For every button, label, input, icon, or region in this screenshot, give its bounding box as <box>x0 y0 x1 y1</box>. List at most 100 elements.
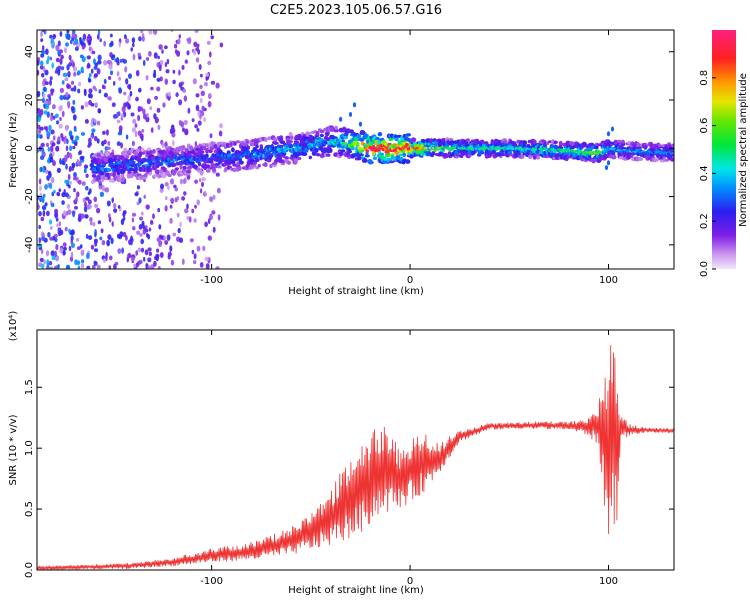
noise-cell <box>159 76 163 82</box>
noise-cell <box>61 80 65 85</box>
noise-cell <box>158 44 163 50</box>
noise-cell <box>204 256 209 262</box>
noise-cell <box>162 102 166 108</box>
noise-cell <box>71 139 75 144</box>
ridge-cell <box>251 164 257 168</box>
noise-cell <box>199 73 203 78</box>
ridge-cell <box>210 141 215 146</box>
noise-cell <box>91 264 96 269</box>
noise-cell <box>84 119 89 124</box>
noise-cell <box>45 103 50 110</box>
colorbar: 0.0 0.2 0.4 0.6 0.8 Normalized spectral ampl… <box>699 30 749 277</box>
noise-cell <box>215 172 220 177</box>
noise-cell <box>142 228 147 235</box>
noise-cell <box>148 251 152 256</box>
noise-cell <box>114 58 119 63</box>
noise-cell <box>86 265 91 269</box>
spectrogram-y-label: Frequency (Hz) <box>8 112 19 188</box>
noise-cell <box>135 96 139 102</box>
noise-cell <box>195 57 200 63</box>
ridge-cell <box>190 161 195 165</box>
noise-cell <box>37 69 40 76</box>
noise-cell <box>84 101 89 108</box>
noise-cell <box>120 142 123 149</box>
noise-cell <box>165 196 168 201</box>
noise-cell <box>77 216 82 222</box>
ridge-cell <box>356 134 362 139</box>
noise-cell <box>124 66 128 73</box>
spike-cell <box>606 131 611 137</box>
noise-cell <box>149 106 153 111</box>
noise-cell <box>141 129 145 133</box>
noise-cell <box>46 99 52 106</box>
noise-cell <box>164 240 169 245</box>
ridge-core-cell <box>355 142 360 146</box>
noise-cell <box>83 90 87 97</box>
noise-cell <box>91 128 96 133</box>
ridge-cell <box>134 152 139 156</box>
noise-cell <box>44 81 49 85</box>
noise-cell <box>140 30 144 34</box>
noise-cell <box>103 85 106 90</box>
noise-cell <box>89 217 93 222</box>
noise-cell <box>81 181 86 186</box>
noise-cell <box>67 173 71 181</box>
ridge-cell <box>354 137 359 142</box>
noise-cell <box>65 42 69 47</box>
noise-cell <box>40 30 43 38</box>
noise-cell <box>207 93 212 100</box>
ridge-cell <box>377 132 383 137</box>
noise-cell <box>209 196 214 203</box>
noise-cell <box>93 65 98 70</box>
noise-cell <box>118 87 122 92</box>
noise-cell <box>116 233 121 239</box>
ridge-cell <box>319 129 325 134</box>
noise-cell <box>164 45 168 50</box>
noise-cell <box>52 189 56 194</box>
noise-cell <box>57 65 62 70</box>
spike-cell <box>610 126 615 132</box>
ridge-core-cell <box>370 147 374 152</box>
noise-cell <box>121 105 126 113</box>
ridge-cell <box>581 141 587 147</box>
noise-cell <box>73 176 78 181</box>
ridge-cell <box>197 161 202 167</box>
noise-cell <box>49 236 54 241</box>
noise-cell <box>197 49 201 55</box>
ridge-cell <box>359 137 365 142</box>
noise-cell <box>166 234 171 241</box>
noise-cell <box>176 212 180 218</box>
ridge-cell <box>358 153 364 157</box>
ridge-cell <box>103 157 109 163</box>
noise-cell <box>61 200 65 206</box>
ridge-cell <box>553 140 558 144</box>
noise-cell <box>157 207 161 213</box>
noise-cell <box>116 141 121 147</box>
ridge-cell <box>126 154 130 159</box>
noise-cell <box>64 77 69 82</box>
noise-cell <box>40 142 45 148</box>
noise-cell <box>99 38 102 43</box>
noise-cell <box>66 30 70 34</box>
noise-cell <box>64 47 67 54</box>
snr-x-ticks: -100 0 100 <box>200 330 618 587</box>
noise-cell <box>40 216 45 222</box>
noise-cell <box>156 86 161 92</box>
ridge-core-cell <box>324 140 328 145</box>
noise-cell <box>183 119 188 126</box>
ridge-cell <box>607 143 613 147</box>
ridge-cell <box>207 143 212 148</box>
noise-cell <box>56 120 60 125</box>
noise-cell <box>74 38 79 45</box>
noise-cell <box>67 71 71 78</box>
noise-cell <box>39 155 45 160</box>
ridge-cell <box>364 154 370 158</box>
noise-cell <box>169 178 175 185</box>
snr-panel: -100 0 100 0.0 0.5 1.0 1.5 Height of straight… <box>8 311 675 596</box>
ridge-cell <box>130 160 136 164</box>
noise-cell <box>44 184 48 190</box>
noise-cell <box>88 39 92 45</box>
noise-cell <box>181 196 186 201</box>
ridge-cell <box>267 136 272 141</box>
noise-cell <box>135 250 139 256</box>
